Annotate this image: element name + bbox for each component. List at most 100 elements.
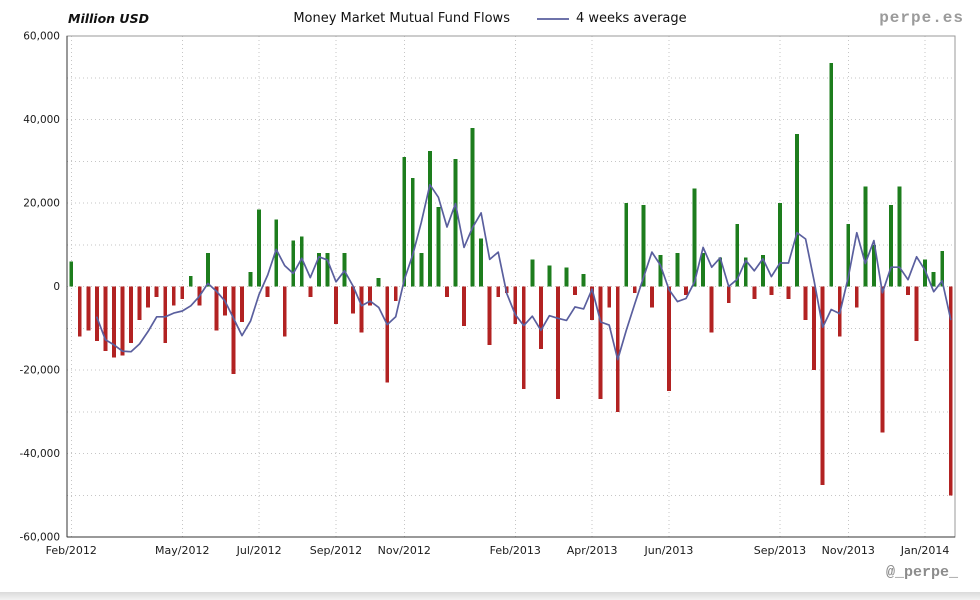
flow-bar bbox=[556, 286, 560, 400]
flow-bar bbox=[632, 286, 637, 293]
flow-bar bbox=[77, 286, 82, 337]
flow-bar bbox=[684, 286, 688, 295]
flow-bar bbox=[778, 203, 782, 287]
flow-bar bbox=[163, 286, 168, 343]
flow-bar bbox=[257, 209, 262, 287]
x-tick-label: May/2012 bbox=[155, 544, 209, 557]
flow-bar bbox=[325, 253, 330, 287]
flow-bar bbox=[641, 205, 646, 287]
flow-bar bbox=[692, 188, 697, 287]
x-tick-label: Nov/2013 bbox=[822, 544, 875, 557]
flow-bar bbox=[923, 259, 928, 287]
flow-bar bbox=[667, 286, 671, 391]
flow-bar bbox=[521, 286, 526, 389]
flow-bar bbox=[479, 238, 484, 287]
flow-bar bbox=[410, 177, 415, 287]
x-tick-label: Jun/2013 bbox=[644, 544, 694, 557]
flow-bar bbox=[547, 265, 552, 287]
flow-bar bbox=[359, 286, 364, 333]
flow-bar bbox=[846, 223, 851, 287]
flow-bar bbox=[940, 251, 945, 287]
flow-bar bbox=[94, 286, 99, 341]
flow-bar bbox=[812, 286, 817, 370]
flow-bar bbox=[795, 134, 799, 287]
flow-bar bbox=[265, 286, 270, 297]
flow-bar bbox=[470, 127, 475, 287]
flow-bar bbox=[658, 255, 663, 287]
y-tick-label: 40,000 bbox=[23, 114, 60, 126]
flow-bar bbox=[368, 286, 373, 306]
flow-bar bbox=[743, 257, 748, 287]
flow-bar bbox=[171, 286, 176, 306]
flow-bar bbox=[948, 286, 953, 496]
flow-bar bbox=[624, 203, 629, 287]
flow-bar bbox=[709, 286, 714, 333]
x-tick-label: Nov/2012 bbox=[378, 544, 431, 557]
flow-bar bbox=[316, 253, 321, 287]
bottom-edge-strip bbox=[0, 592, 980, 600]
brand-watermark: perpe.es bbox=[879, 9, 964, 27]
flow-bar bbox=[188, 276, 193, 287]
flow-bar bbox=[376, 278, 381, 287]
flow-bar bbox=[538, 286, 543, 350]
flow-bar bbox=[701, 253, 706, 287]
flow-bar bbox=[453, 159, 458, 287]
flow-bar bbox=[299, 236, 304, 287]
flow-bar bbox=[351, 286, 355, 314]
flow-bar bbox=[146, 286, 151, 308]
flow-bar bbox=[393, 286, 398, 302]
x-tick-label: Jan/2014 bbox=[900, 544, 950, 557]
flow-bar bbox=[342, 253, 347, 287]
x-tick-label: Feb/2013 bbox=[490, 544, 541, 557]
flow-bar bbox=[649, 286, 654, 308]
y-tick-label: -60,000 bbox=[19, 532, 60, 544]
flow-bar bbox=[752, 286, 757, 300]
flow-bar bbox=[240, 286, 244, 322]
flow-bar bbox=[487, 286, 492, 345]
legend-label: 4 weeks average bbox=[575, 11, 687, 26]
flow-bar bbox=[154, 286, 159, 297]
flow-bar bbox=[436, 207, 441, 287]
flow-bar bbox=[445, 286, 449, 297]
flow-bar bbox=[871, 244, 876, 287]
flow-bar bbox=[889, 205, 893, 287]
flow-bar bbox=[530, 259, 535, 287]
flow-bar bbox=[769, 286, 774, 295]
flow-bar bbox=[829, 63, 834, 287]
flow-bar bbox=[462, 286, 466, 327]
flow-bar bbox=[69, 261, 74, 287]
flow-bar bbox=[931, 271, 936, 287]
y-tick-label: 0 bbox=[53, 281, 60, 293]
flow-bar bbox=[274, 219, 279, 287]
flow-bar bbox=[282, 286, 287, 337]
flow-bar bbox=[308, 286, 313, 297]
x-tick-label: Apr/2013 bbox=[567, 544, 618, 557]
flow-bar bbox=[820, 286, 825, 485]
flow-bar bbox=[863, 186, 868, 287]
flow-bar bbox=[718, 257, 723, 287]
flow-bar bbox=[581, 273, 586, 287]
y-tick-label: -40,000 bbox=[19, 448, 60, 460]
flow-bar bbox=[564, 267, 569, 287]
flow-bar bbox=[607, 286, 612, 308]
flow-bar bbox=[513, 286, 518, 325]
flow-bar bbox=[615, 286, 620, 412]
flow-bar bbox=[291, 240, 296, 287]
chart-title: Money Market Mutual Fund Flows bbox=[293, 11, 510, 26]
legend-line-icon bbox=[536, 17, 569, 20]
flow-bar bbox=[231, 286, 236, 375]
twitter-handle: @_perpe_ bbox=[885, 564, 958, 581]
flow-bar bbox=[427, 150, 432, 287]
y-tick-label: 20,000 bbox=[23, 198, 60, 210]
x-tick-label: Jul/2012 bbox=[236, 544, 282, 557]
x-tick-label: Sep/2012 bbox=[310, 544, 362, 557]
legend: 4 weeks average bbox=[536, 11, 687, 26]
flow-bar bbox=[914, 286, 919, 341]
flow-bar bbox=[880, 286, 885, 433]
y-tick-label: -20,000 bbox=[19, 365, 60, 377]
flow-bar bbox=[402, 157, 407, 287]
moving-average-line bbox=[96, 183, 952, 361]
y-tick-label: 60,000 bbox=[23, 31, 60, 43]
flow-bar bbox=[334, 286, 338, 325]
